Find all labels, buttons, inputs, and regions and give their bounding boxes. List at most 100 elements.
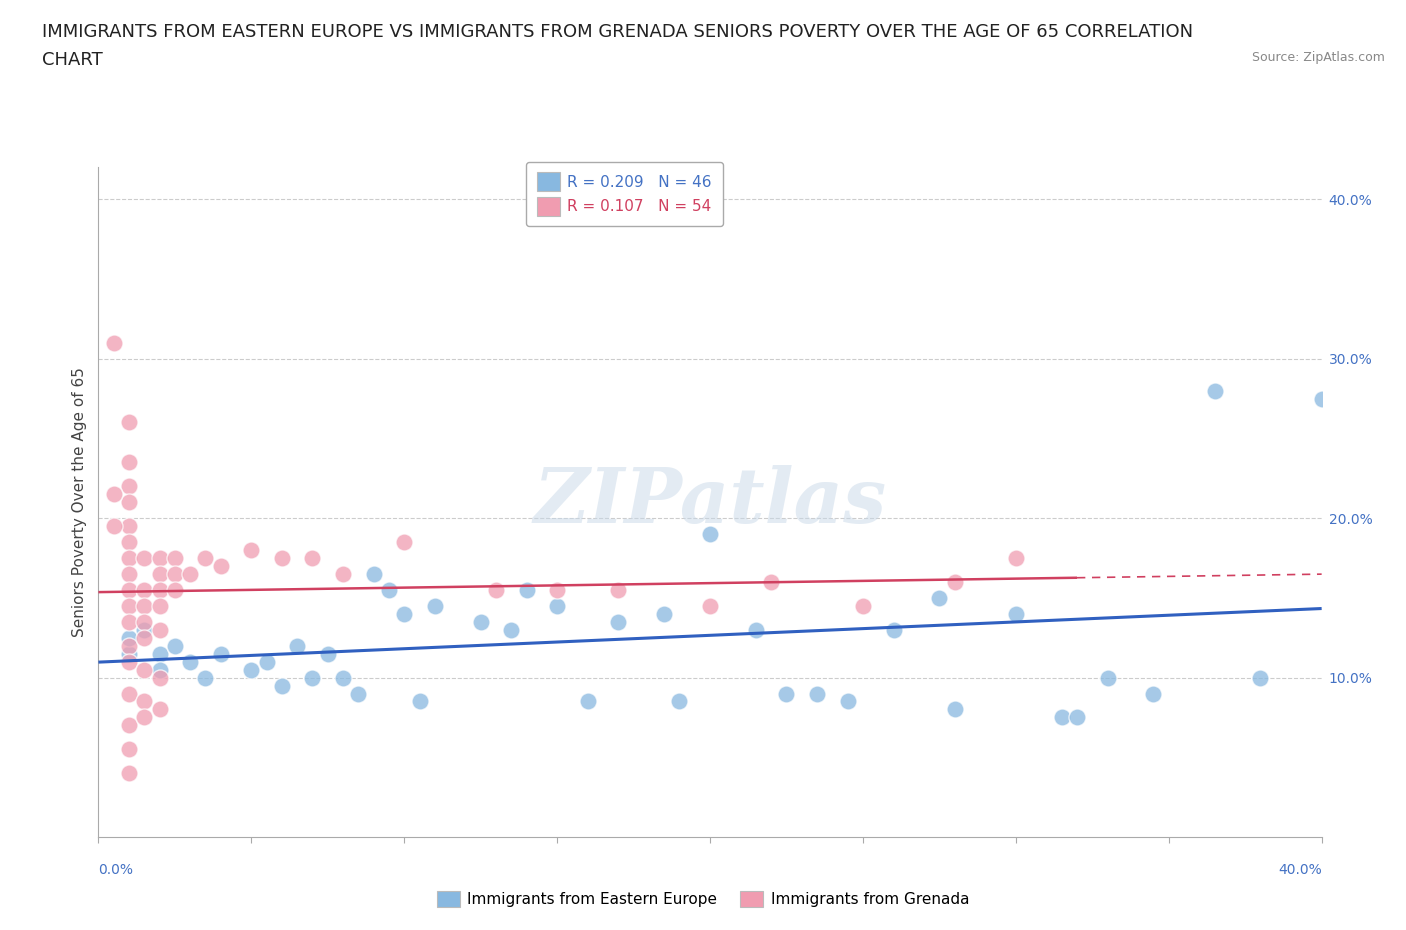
Point: [118, 415, 141, 430]
Point: [149, 646, 172, 661]
Point: [852, 598, 875, 613]
Point: [163, 551, 186, 565]
Point: [134, 710, 156, 724]
Point: [118, 479, 141, 494]
Point: [118, 598, 141, 613]
Point: [699, 598, 721, 613]
Point: [652, 606, 675, 621]
Point: [149, 598, 172, 613]
Point: [163, 638, 186, 653]
Text: ZIPatlas: ZIPatlas: [533, 465, 887, 539]
Point: [163, 566, 186, 581]
Text: Source: ZipAtlas.com: Source: ZipAtlas.com: [1251, 51, 1385, 64]
Point: [1310, 392, 1333, 406]
Text: 40.0%: 40.0%: [1278, 862, 1322, 877]
Point: [194, 671, 217, 685]
Point: [699, 526, 721, 541]
Point: [194, 551, 217, 565]
Point: [363, 566, 385, 581]
Point: [1142, 686, 1164, 701]
Point: [332, 566, 354, 581]
Point: [134, 582, 156, 597]
Point: [546, 598, 568, 613]
Point: [118, 765, 141, 780]
Point: [149, 582, 172, 597]
Point: [149, 702, 172, 717]
Point: [806, 686, 828, 701]
Point: [943, 575, 966, 590]
Point: [1204, 383, 1226, 398]
Point: [745, 622, 768, 637]
Point: [118, 631, 141, 645]
Point: [392, 606, 416, 621]
Point: [423, 598, 446, 613]
Point: [408, 694, 430, 709]
Point: [209, 646, 232, 661]
Text: IMMIGRANTS FROM EASTERN EUROPE VS IMMIGRANTS FROM GRENADA SENIORS POVERTY OVER T: IMMIGRANTS FROM EASTERN EUROPE VS IMMIGR…: [42, 23, 1194, 41]
Point: [134, 631, 156, 645]
Point: [134, 662, 156, 677]
Point: [179, 654, 201, 669]
Point: [347, 686, 370, 701]
Text: 0.0%: 0.0%: [98, 862, 134, 877]
Point: [118, 615, 141, 630]
Point: [118, 742, 141, 757]
Point: [759, 575, 782, 590]
Point: [378, 582, 401, 597]
Point: [837, 694, 859, 709]
Point: [775, 686, 797, 701]
Legend: Immigrants from Eastern Europe, Immigrants from Grenada: Immigrants from Eastern Europe, Immigran…: [430, 884, 976, 913]
Point: [118, 455, 141, 470]
Point: [928, 591, 950, 605]
Text: CHART: CHART: [42, 51, 103, 69]
Point: [883, 622, 905, 637]
Point: [118, 535, 141, 550]
Point: [392, 535, 416, 550]
Point: [285, 638, 308, 653]
Point: [546, 582, 568, 597]
Point: [118, 566, 141, 581]
Point: [240, 542, 263, 557]
Point: [118, 519, 141, 534]
Point: [485, 582, 508, 597]
Point: [270, 678, 292, 693]
Point: [149, 622, 172, 637]
Point: [1004, 551, 1026, 565]
Point: [134, 615, 156, 630]
Point: [103, 486, 125, 501]
Point: [163, 582, 186, 597]
Point: [118, 551, 141, 565]
Point: [1097, 671, 1119, 685]
Point: [179, 566, 201, 581]
Point: [209, 559, 232, 574]
Point: [301, 671, 323, 685]
Point: [1066, 710, 1088, 724]
Point: [134, 622, 156, 637]
Point: [118, 654, 141, 669]
Point: [270, 551, 292, 565]
Point: [1050, 710, 1073, 724]
Point: [576, 694, 599, 709]
Point: [103, 519, 125, 534]
Point: [134, 694, 156, 709]
Point: [240, 662, 263, 677]
Legend: R = 0.209   N = 46, R = 0.107   N = 54: R = 0.209 N = 46, R = 0.107 N = 54: [526, 162, 723, 226]
Point: [118, 686, 141, 701]
Point: [470, 615, 492, 630]
Point: [316, 646, 339, 661]
Point: [256, 654, 278, 669]
Point: [149, 671, 172, 685]
Point: [103, 336, 125, 351]
Point: [943, 702, 966, 717]
Point: [149, 566, 172, 581]
Point: [332, 671, 354, 685]
Point: [607, 582, 630, 597]
Point: [134, 551, 156, 565]
Point: [607, 615, 630, 630]
Point: [1004, 606, 1026, 621]
Point: [301, 551, 323, 565]
Point: [134, 598, 156, 613]
Point: [149, 662, 172, 677]
Y-axis label: Seniors Poverty Over the Age of 65: Seniors Poverty Over the Age of 65: [72, 367, 87, 637]
Point: [1249, 671, 1271, 685]
